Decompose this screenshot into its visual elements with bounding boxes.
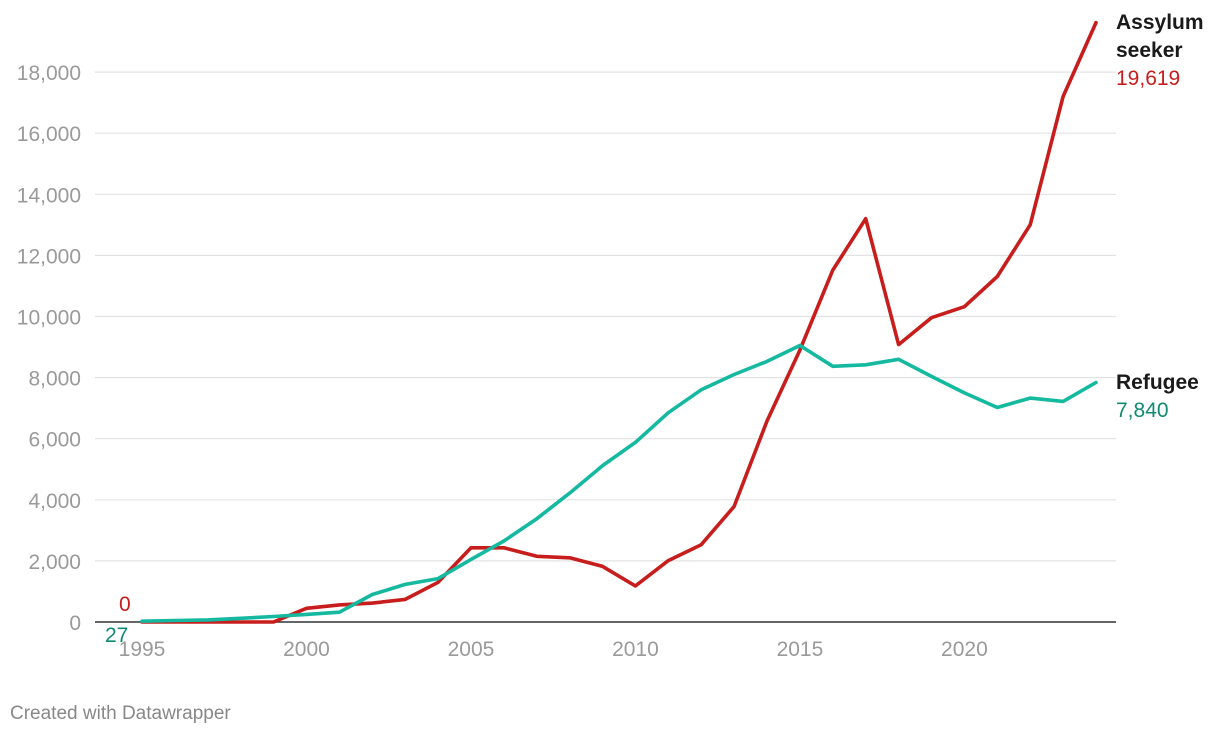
series-name-refugee: Refugee xyxy=(1116,371,1199,394)
y-tick-label: 12,000 xyxy=(17,245,81,268)
series-lines xyxy=(140,20,1098,624)
x-tick-label: 1995 xyxy=(119,638,166,661)
grid-lines xyxy=(95,71,1116,623)
series-start-value-refugee: 27 xyxy=(105,624,128,647)
y-tick-label: 10,000 xyxy=(17,307,81,330)
y-tick-label: 2,000 xyxy=(28,551,81,574)
series-start-value-asylum: 0 xyxy=(119,593,131,616)
series-line-refugee xyxy=(140,343,1098,624)
x-tick-label: 2010 xyxy=(612,638,659,661)
y-tick-label: 18,000 xyxy=(17,62,81,85)
series-name-asylum-line1: Assylum xyxy=(1116,11,1204,34)
series-end-value-asylum: 19,619 xyxy=(1116,67,1180,90)
x-tick-label: 2020 xyxy=(941,638,988,661)
credit-text: Created with Datawrapper xyxy=(10,703,231,724)
x-tick-label: 2005 xyxy=(448,638,495,661)
series-name-asylum-line2: seeker xyxy=(1116,39,1183,62)
y-tick-label: 4,000 xyxy=(28,490,81,513)
y-tick-label: 14,000 xyxy=(17,184,81,207)
x-tick-label: 2015 xyxy=(777,638,824,661)
y-tick-label: 16,000 xyxy=(17,123,81,146)
x-axis: 1995 2000 2005 2010 2015 2020 xyxy=(119,638,988,661)
y-axis: 0 2,000 4,000 6,000 8,000 10,000 12,000 14,000 1… xyxy=(17,62,81,635)
series-line-asylum xyxy=(140,20,1098,624)
series-end-value-refugee: 7,840 xyxy=(1116,399,1169,422)
y-tick-label: 0 xyxy=(69,612,81,635)
x-tick-label: 2000 xyxy=(283,638,330,661)
y-tick-label: 6,000 xyxy=(28,429,81,452)
series-labels: Assylum seeker 19,619 Refugee 7,840 0 27 xyxy=(105,11,1204,647)
y-tick-label: 8,000 xyxy=(28,368,81,391)
